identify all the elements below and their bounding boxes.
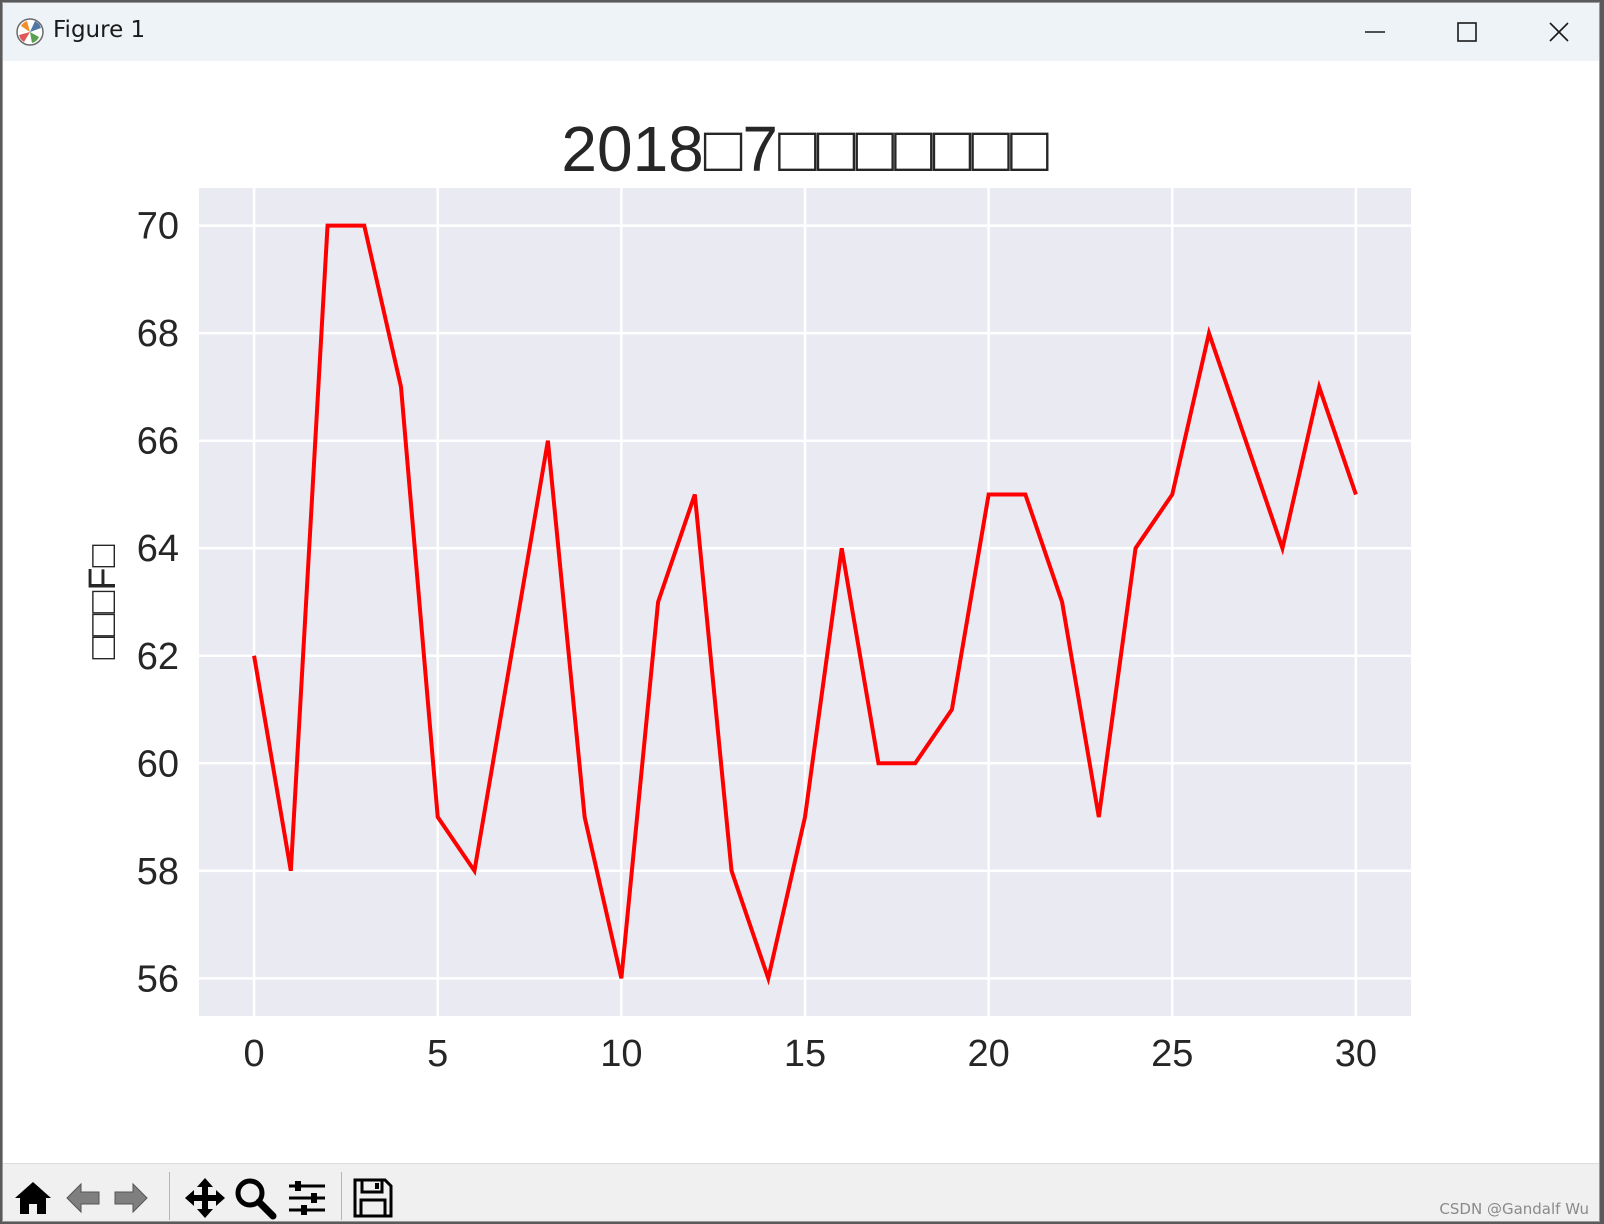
y-tick-label: 68	[137, 313, 179, 355]
y-axis-label: □□□F□	[82, 544, 124, 659]
line-chart[interactable]: 0 5 10 15 20 25 30 56 58 60 62 64 66 68 70 2018□7□□□□□□…	[3, 61, 1600, 1163]
configure-subplots-icon	[289, 1181, 325, 1215]
x-tick-label: 30	[1335, 1033, 1377, 1075]
save-button[interactable]	[349, 1174, 397, 1221]
back-arrow-icon	[66, 1182, 100, 1214]
forward-button[interactable]	[107, 1174, 155, 1221]
y-tick-label: 62	[137, 636, 179, 678]
pan-button[interactable]	[181, 1174, 229, 1221]
navigation-toolbar: CSDN @Gandalf Wu	[3, 1163, 1599, 1221]
window-title: Figure 1	[53, 17, 146, 43]
home-button[interactable]	[9, 1174, 57, 1221]
y-tick-label: 64	[137, 528, 179, 570]
back-button[interactable]	[59, 1174, 107, 1221]
x-tick-label: 5	[427, 1033, 448, 1075]
toolbar-separator	[169, 1172, 170, 1220]
maximize-button[interactable]	[1421, 3, 1513, 61]
zoom-icon	[235, 1178, 277, 1220]
toolbar-separator	[341, 1172, 342, 1220]
pan-icon	[185, 1178, 225, 1218]
minimize-button[interactable]	[1329, 3, 1421, 61]
y-tick-label: 58	[137, 851, 179, 893]
x-tick-label: 20	[967, 1033, 1009, 1075]
matplotlib-icon	[15, 17, 45, 47]
zoom-button[interactable]	[231, 1174, 279, 1221]
title-bar[interactable]: Figure 1	[3, 3, 1599, 61]
y-tick-label: 56	[137, 958, 179, 1000]
y-tick-label: 60	[137, 743, 179, 785]
save-icon	[353, 1178, 393, 1218]
x-tick-label: 10	[600, 1033, 642, 1075]
chart-title: 2018□7□□□□□□□	[561, 113, 1049, 185]
x-tick-label: 25	[1151, 1033, 1193, 1075]
forward-arrow-icon	[114, 1182, 148, 1214]
close-button[interactable]	[1513, 3, 1599, 61]
maximize-icon	[1457, 22, 1477, 42]
home-icon	[15, 1182, 51, 1214]
configure-subplots-button[interactable]	[283, 1174, 331, 1221]
close-icon	[1549, 22, 1569, 42]
figure-canvas[interactable]: 0 5 10 15 20 25 30 56 58 60 62 64 66 68 70 2018□7□□□□□□…	[3, 61, 1599, 1163]
x-tick-label: 15	[784, 1033, 826, 1075]
y-tick-label: 70	[137, 206, 179, 248]
x-tick-label: 0	[244, 1033, 265, 1075]
y-tick-label: 66	[137, 421, 179, 463]
minimize-icon	[1365, 31, 1385, 33]
watermark-text: CSDN @Gandalf Wu	[1439, 1200, 1589, 1218]
